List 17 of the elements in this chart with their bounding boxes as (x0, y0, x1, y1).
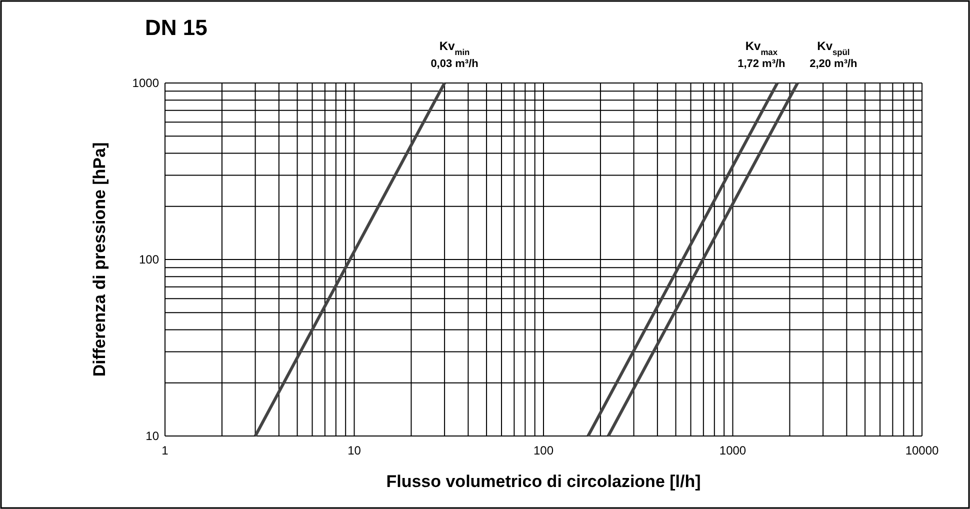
y-tick-label: 100 (138, 252, 160, 266)
annotation: 1,72 m³/h (738, 58, 786, 70)
text: Kv$_{min}$ (439, 39, 470, 57)
chart-title: DN 15 (145, 15, 208, 40)
annotation: 0,03 m³/h (430, 58, 479, 70)
y-tick-label: 1000 (132, 76, 160, 90)
y-tick-label: 10 (146, 428, 160, 443)
x-tick-label: 10 (348, 444, 362, 458)
y-axis-title: Differenza di pressione [hPa] (90, 142, 109, 377)
x-tick-label: 1000 (719, 444, 746, 458)
annotation: 2,20 m³/h (810, 58, 858, 70)
x-axis-title: Flusso volumetrico di circolazione [l/h] (386, 472, 701, 491)
x-tick-label: 10000 (905, 444, 940, 458)
x-tick-label: 100 (533, 444, 554, 458)
x-tick-label: 1 (162, 444, 169, 458)
text: Kv$_{spül}$ (817, 39, 850, 57)
text: Kv$_{max}$ (745, 39, 778, 57)
